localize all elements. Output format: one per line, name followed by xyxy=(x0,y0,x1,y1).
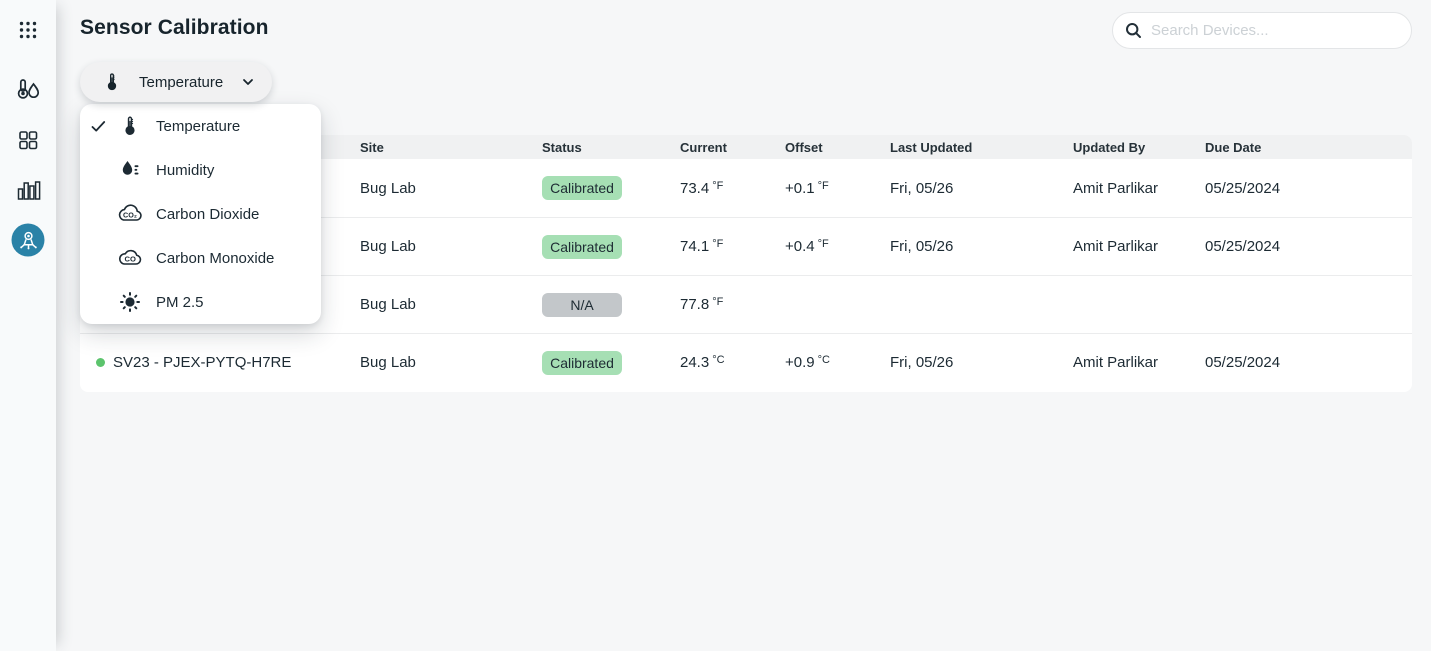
check-icon xyxy=(90,118,107,135)
climate-sensors-icon[interactable] xyxy=(14,76,42,104)
menu-item-carbon-monoxide[interactable]: CO Carbon Monoxide xyxy=(80,236,321,280)
site-cell: Bug Lab xyxy=(360,238,416,255)
chevron-down-icon xyxy=(240,74,256,90)
site-cell: Bug Lab xyxy=(360,354,416,371)
svg-text:CO₂: CO₂ xyxy=(123,211,137,220)
calibration-icon[interactable] xyxy=(11,223,45,257)
table-row[interactable]: Bug Lab Calibrated 73.4 °F +0.1 °F Fri, 05… xyxy=(80,159,1412,217)
col-header-current: Current xyxy=(680,139,727,155)
updated-by-cell: Amit Parlikar xyxy=(1073,179,1159,197)
menu-item-temperature[interactable]: Temperature xyxy=(80,104,321,148)
thermometer-icon xyxy=(102,70,122,94)
sensor-type-menu: Temperature Humidity CO₂ Carbon Dioxide xyxy=(80,104,321,324)
col-header-due-date: Due Date xyxy=(1205,139,1262,155)
status-badge: N/A xyxy=(542,292,622,317)
last-updated-cell: Fri, 05/26 xyxy=(890,238,954,255)
due-date-cell: 05/25/2024 xyxy=(1205,238,1281,255)
co-cloud-icon: CO xyxy=(115,245,145,271)
col-header-offset: Offset xyxy=(785,139,823,155)
current-cell: 74.1 °F xyxy=(680,238,724,255)
menu-item-label: Humidity xyxy=(156,161,215,179)
status-badge: Calibrated xyxy=(542,176,622,200)
table-row[interactable]: Bug Lab Calibrated 74.1 °F +0.4 °F Fri, 05… xyxy=(80,217,1412,275)
current-cell: 77.8 °F xyxy=(680,296,724,313)
svg-text:CO: CO xyxy=(125,254,136,263)
col-header-status: Status xyxy=(542,139,582,155)
sidebar xyxy=(0,0,56,651)
search-icon xyxy=(1125,22,1142,39)
table-row[interactable]: Bug Lab N/A 77.8 °F xyxy=(80,275,1412,333)
menu-item-label: Temperature xyxy=(156,117,241,135)
offset-cell: +0.9 °C xyxy=(785,354,830,371)
status-badge: Calibrated xyxy=(542,350,622,375)
page-title: Sensor Calibration xyxy=(80,16,269,39)
menu-item-label: Carbon Monoxide xyxy=(156,249,275,267)
site-cell: Bug Lab xyxy=(360,179,416,197)
table-row[interactable]: SV23 - PJEX-PYTQ-H7RE Bug Lab Calibrated… xyxy=(80,333,1412,391)
offset-cell xyxy=(785,296,890,313)
site-cell: Bug Lab xyxy=(360,296,416,313)
menu-item-pm25[interactable]: PM 2.5 xyxy=(80,280,321,324)
thermometer-icon xyxy=(115,113,145,139)
menu-item-carbon-dioxide[interactable]: CO₂ Carbon Dioxide xyxy=(80,192,321,236)
co2-cloud-icon: CO₂ xyxy=(115,201,145,227)
app-grid-icon[interactable] xyxy=(14,16,42,44)
sensor-type-dropdown-label: Temperature xyxy=(139,73,224,91)
device-online-dot xyxy=(96,358,105,367)
due-date-cell: 05/25/2024 xyxy=(1205,354,1281,371)
status-badge: Calibrated xyxy=(542,234,622,259)
due-date-cell: 05/25/2024 xyxy=(1205,179,1281,197)
col-header-last-updated: Last Updated xyxy=(890,139,973,155)
last-updated-cell: Fri, 05/26 xyxy=(890,354,954,371)
menu-item-label: Carbon Dioxide xyxy=(156,205,260,223)
current-cell: 73.4 °F xyxy=(680,179,724,197)
dashboard-icon[interactable] xyxy=(14,126,42,154)
device-name: SV23 - PJEX-PYTQ-H7RE xyxy=(113,354,292,371)
menu-item-humidity[interactable]: Humidity xyxy=(80,148,321,192)
search-box[interactable] xyxy=(1112,12,1412,49)
humidity-icon xyxy=(115,157,145,183)
col-header-updated-by: Updated By xyxy=(1073,139,1146,155)
menu-item-label: PM 2.5 xyxy=(156,293,204,311)
updated-by-cell: Amit Parlikar xyxy=(1073,238,1159,255)
search-input[interactable] xyxy=(1151,22,1391,39)
updated-by-cell: Amit Parlikar xyxy=(1073,354,1159,371)
offset-cell: +0.1 °F xyxy=(785,179,829,197)
sensor-type-dropdown-button[interactable]: Temperature xyxy=(80,62,272,102)
col-header-site: Site xyxy=(360,139,384,155)
pm25-particle-icon xyxy=(115,289,145,315)
offset-cell: +0.4 °F xyxy=(785,238,829,255)
current-cell: 24.3 °C xyxy=(680,354,725,371)
bar-chart-icon[interactable] xyxy=(14,176,42,204)
last-updated-cell: Fri, 05/26 xyxy=(890,179,954,197)
